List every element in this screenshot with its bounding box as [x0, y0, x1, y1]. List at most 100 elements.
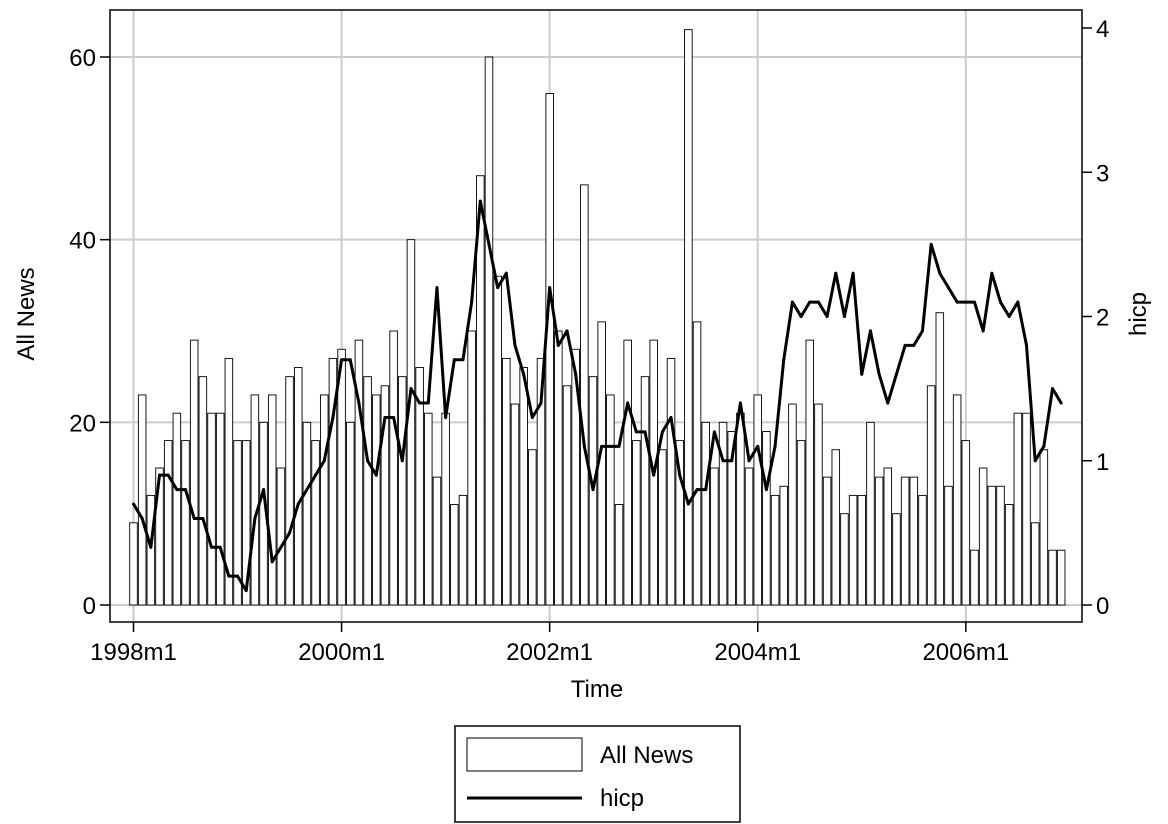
bar-all-news	[267, 394, 277, 606]
point-hicp	[530, 415, 534, 419]
point-hicp	[738, 401, 742, 405]
point-hicp	[210, 545, 214, 549]
bar-all-news	[519, 367, 528, 606]
bar-all-news	[415, 367, 424, 606]
point-hicp	[1007, 315, 1011, 318]
point-hicp	[496, 286, 500, 290]
bar-all-news	[189, 339, 199, 606]
bar-all-news	[467, 330, 476, 606]
point-hicp	[652, 473, 656, 477]
bar-all-news	[788, 403, 797, 606]
y-right-tick-label: 1	[1096, 449, 1109, 476]
bar-all-news	[337, 348, 346, 606]
bar-all-news	[710, 467, 719, 606]
point-hicp	[782, 358, 786, 362]
x-tick-label: 2002m1	[506, 639, 593, 666]
y-right-tick-label: 0	[1096, 593, 1109, 620]
point-hicp	[964, 300, 968, 304]
bar-all-news	[441, 412, 450, 606]
bar-all-news	[354, 339, 364, 606]
point-hicp	[626, 401, 630, 405]
point-hicp	[296, 502, 300, 506]
bar-all-news	[571, 348, 580, 606]
point-hicp	[392, 415, 396, 419]
point-hicp	[565, 329, 569, 333]
bar-all-news	[198, 376, 208, 606]
bar-all-news	[1030, 522, 1040, 606]
point-hicp	[617, 444, 621, 448]
bars-all-news	[129, 29, 1066, 606]
point-hicp	[1033, 459, 1037, 463]
point-hicp	[409, 387, 413, 391]
point-hicp	[1051, 387, 1055, 391]
bar-all-news	[892, 513, 901, 606]
point-hicp	[990, 271, 994, 275]
point-hicp	[669, 415, 673, 419]
bar-all-news	[536, 357, 546, 606]
point-hicp	[374, 473, 378, 477]
bar-all-news	[658, 449, 667, 606]
point-hicp	[158, 473, 162, 477]
point-hicp	[262, 488, 266, 492]
bar-all-news	[822, 476, 832, 606]
point-hicp	[582, 444, 586, 448]
bar-all-news	[562, 385, 572, 606]
point-hicp	[825, 315, 829, 318]
point-hicp	[1059, 401, 1063, 405]
bar-all-news	[883, 467, 893, 606]
bar-all-news	[293, 367, 303, 606]
point-hicp	[270, 560, 274, 564]
point-hicp	[305, 488, 309, 492]
bar-all-news	[172, 412, 182, 606]
bar-all-news	[874, 476, 884, 606]
point-hicp	[331, 415, 335, 419]
bar-all-news	[302, 421, 312, 606]
bar-all-news	[476, 175, 485, 606]
bar-all-news	[831, 449, 841, 606]
y-left-tick-label: 40	[69, 228, 96, 255]
bar-all-news	[207, 412, 216, 606]
points-hicp	[132, 199, 1063, 593]
point-hicp	[808, 300, 812, 304]
bar-all-news	[1048, 549, 1057, 606]
bar-all-news	[319, 394, 329, 606]
bar-all-news	[978, 467, 988, 606]
y-axis-right-title: hicp	[1125, 292, 1152, 336]
point-hicp	[790, 300, 794, 304]
point-hicp	[842, 315, 846, 318]
bar-all-news	[233, 440, 242, 606]
bar-all-news	[640, 376, 650, 606]
point-hicp	[140, 516, 144, 520]
point-hicp	[435, 286, 439, 290]
bar-all-news	[779, 485, 789, 606]
point-hicp	[1016, 300, 1020, 304]
point-hicp	[799, 315, 803, 318]
x-tick-label: 1998m1	[90, 639, 177, 666]
point-hicp	[834, 271, 838, 275]
bar-all-news	[1022, 412, 1031, 606]
axes: 0 20 40 60 0 1 2 3 4 1998m1 2000m1 2002m1 2004m1 2006…	[69, 9, 1109, 666]
point-hicp	[218, 545, 222, 549]
point-hicp	[1025, 343, 1029, 347]
bar-all-news	[502, 357, 511, 606]
point-hicp	[773, 444, 777, 448]
point-hicp	[721, 459, 725, 463]
point-hicp	[860, 372, 864, 376]
point-hicp	[972, 300, 976, 304]
point-hicp	[634, 430, 638, 434]
bar-all-news	[484, 56, 494, 606]
bar-all-news	[900, 476, 910, 606]
point-hicp	[461, 358, 465, 362]
y-left-tick-label: 20	[69, 410, 96, 437]
bar-all-news	[1013, 412, 1023, 606]
bar-all-news	[1004, 504, 1014, 606]
point-hicp	[418, 401, 422, 405]
bar-all-news	[684, 29, 693, 606]
x-tick-label: 2004m1	[714, 639, 801, 666]
bar-all-news	[250, 394, 260, 606]
point-hicp	[704, 488, 708, 492]
legend: All News hicp	[454, 725, 741, 823]
bar-all-news	[866, 421, 875, 606]
bar-all-news	[545, 93, 554, 606]
